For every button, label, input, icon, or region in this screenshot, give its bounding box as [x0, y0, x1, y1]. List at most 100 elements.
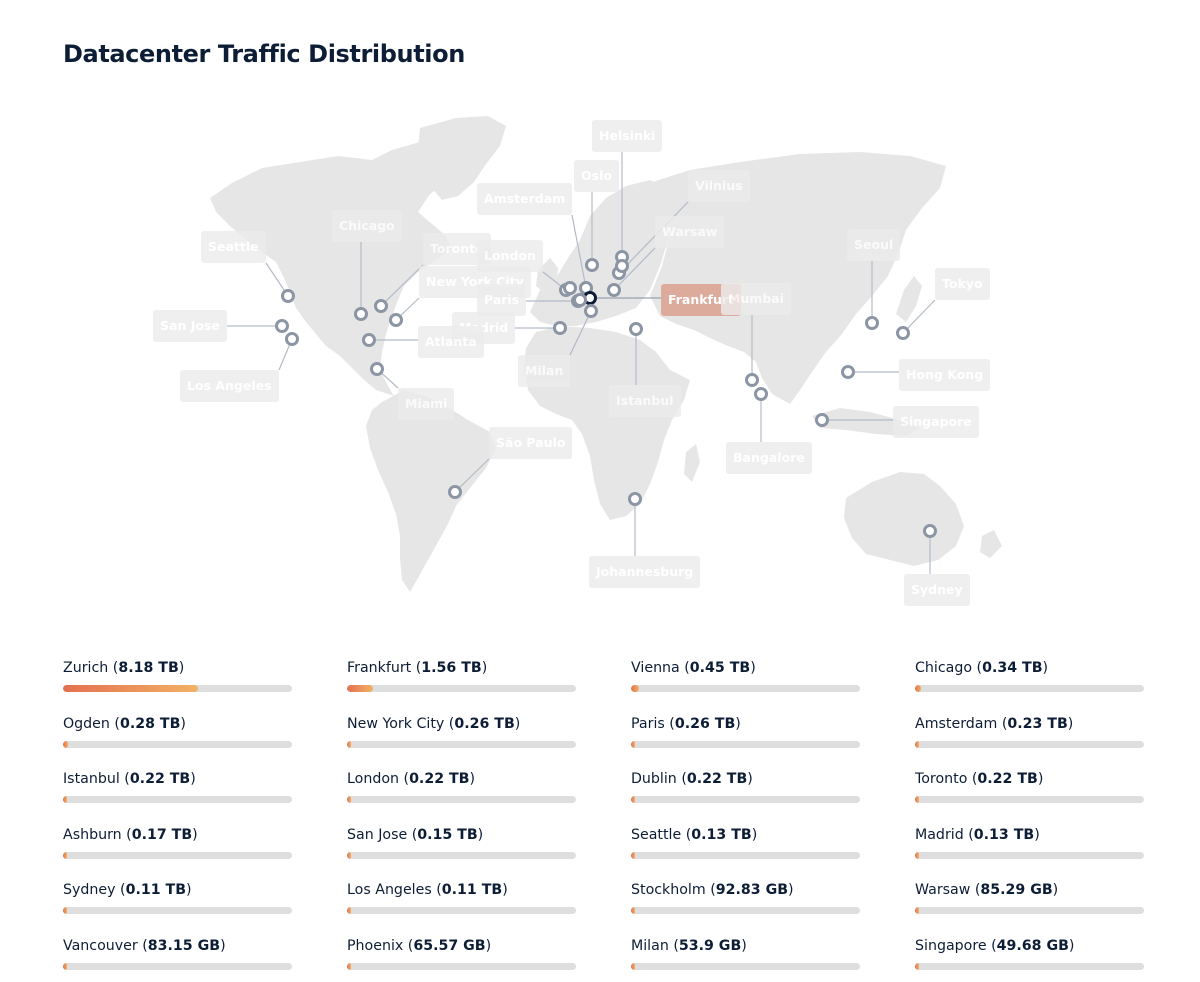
stat-name: Sydney	[63, 882, 116, 898]
marker-tokyo[interactable]	[896, 326, 910, 340]
stat-item-milan: Milan (53.9 GB)	[631, 936, 860, 976]
marker-unlabeled-1[interactable]	[563, 281, 577, 295]
marker-seattle[interactable]	[281, 289, 295, 303]
stat-item-ogden: Ogden (0.28 TB)	[63, 714, 292, 754]
map-label-mumbai[interactable]: Mumbai	[721, 283, 792, 315]
map-label-singapore[interactable]: Singapore	[893, 406, 979, 438]
world-map: Helsinki Oslo Vilnius Amsterdam Warsaw Chicag…	[0, 90, 1200, 620]
map-label-chicago[interactable]: Chicago	[332, 210, 402, 242]
map-label-helsinki[interactable]: Helsinki	[592, 120, 663, 152]
stat-bar-track	[631, 740, 860, 748]
map-label-london[interactable]: London	[477, 240, 543, 272]
stat-name: Paris	[631, 715, 665, 732]
map-label-los-angeles[interactable]: Los Angeles	[180, 370, 279, 402]
map-label-vilnius[interactable]: Vilnius	[688, 170, 750, 202]
marker-san-jose[interactable]	[275, 319, 289, 333]
stat-value: 0.22 TB	[977, 771, 1038, 787]
stat-value: 85.29 GB	[980, 882, 1053, 898]
marker-istanbul[interactable]	[629, 322, 643, 336]
map-label-johannesburg[interactable]: Johannesburg	[589, 556, 701, 588]
stat-name: Ashburn	[63, 826, 122, 843]
stat-bar-track	[347, 962, 576, 970]
marker-warsaw[interactable]	[607, 283, 621, 297]
map-label-sao-paulo[interactable]: São Paulo	[489, 427, 573, 459]
stat-bar-fill	[631, 851, 635, 859]
connector-amsterdam	[571, 214, 587, 289]
stat-bar-track	[915, 851, 1144, 859]
marker-atlanta[interactable]	[362, 333, 376, 347]
stat-bar-fill	[347, 685, 373, 692]
connector-warsaw	[613, 247, 656, 291]
marker-milan[interactable]	[584, 304, 598, 318]
map-label-atlanta[interactable]: Atlanta	[418, 326, 484, 358]
marker-new-york-city[interactable]	[389, 313, 403, 327]
marker-hong-kong[interactable]	[841, 365, 855, 379]
south-america-shape	[366, 390, 496, 592]
stat-bar-fill	[63, 962, 67, 970]
stat-bar-fill	[915, 962, 919, 970]
marker-mumbai[interactable]	[745, 373, 759, 387]
marker-madrid[interactable]	[553, 321, 567, 335]
north-america-shape	[210, 124, 494, 396]
map-label-san-jose[interactable]: San Jose	[153, 310, 227, 342]
marker-toronto[interactable]	[374, 299, 388, 313]
stat-label: Vancouver (83.15 GB)	[63, 937, 226, 954]
marker-johannesburg[interactable]	[628, 492, 642, 506]
map-label-sydney[interactable]: Sydney	[904, 574, 970, 606]
stat-name: Dublin	[631, 771, 677, 787]
stat-label: Zurich (8.18 TB)	[63, 660, 185, 676]
marker-unlabeled-2[interactable]	[615, 259, 629, 273]
marker-unlabeled-0[interactable]	[573, 293, 587, 307]
marker-sao-paulo[interactable]	[448, 485, 462, 499]
stat-bar-track	[915, 962, 1144, 970]
stat-label: Toronto (0.22 TB)	[915, 771, 1044, 787]
stat-name: Ogden	[63, 715, 110, 732]
map-label-miami[interactable]: Miami	[398, 388, 455, 420]
stat-value: 0.15 TB	[417, 826, 478, 843]
map-label-paris[interactable]: Paris	[477, 284, 527, 316]
stat-label: Ogden (0.28 TB)	[63, 715, 186, 732]
continents	[210, 116, 1002, 592]
stat-bar-track	[915, 685, 1144, 692]
stat-bar-fill	[63, 740, 68, 748]
stat-label: Vienna (0.45 TB)	[631, 660, 756, 676]
map-label-bangalore[interactable]: Bangalore	[726, 442, 812, 474]
stat-label: Stockholm (92.83 GB)	[631, 882, 794, 898]
stat-bar-fill	[347, 796, 351, 803]
map-label-istanbul[interactable]: Istanbul	[609, 385, 681, 417]
stat-label: Ashburn (0.17 TB)	[63, 826, 198, 843]
marker-chicago[interactable]	[354, 307, 368, 321]
map-label-seattle[interactable]: Seattle	[201, 231, 266, 263]
marker-seoul[interactable]	[865, 316, 879, 330]
marker-los-angeles[interactable]	[285, 332, 299, 346]
map-label-oslo[interactable]: Oslo	[574, 160, 619, 192]
marker-sydney[interactable]	[923, 524, 937, 538]
stat-label: Amsterdam (0.23 TB)	[915, 715, 1074, 732]
marker-singapore[interactable]	[815, 413, 829, 427]
stat-bar-track	[915, 907, 1144, 914]
marker-bangalore[interactable]	[754, 387, 768, 401]
map-label-seoul[interactable]: Seoul	[847, 229, 901, 261]
stat-bar-track	[63, 907, 292, 914]
map-label-milan[interactable]: Milan	[518, 355, 571, 387]
stat-bar-fill	[631, 907, 635, 914]
stat-value: 92.83 GB	[715, 882, 789, 898]
stat-label: Sydney (0.11 TB)	[63, 882, 192, 898]
map-label-tokyo[interactable]: Tokyo	[935, 268, 990, 300]
stat-bar-track	[631, 907, 860, 914]
map-label-warsaw[interactable]: Warsaw	[655, 216, 725, 248]
madagascar-shape	[684, 444, 700, 482]
stat-name: Toronto	[915, 771, 968, 787]
stat-bar-fill	[915, 685, 921, 692]
stat-item-amsterdam: Amsterdam (0.23 TB)	[915, 714, 1144, 754]
map-label-amsterdam[interactable]: Amsterdam	[477, 183, 573, 215]
stat-value: 0.22 TB	[129, 771, 191, 787]
stat-item-chicago: Chicago (0.34 TB)	[915, 658, 1144, 698]
stat-label: New York City (0.26 TB)	[347, 715, 521, 732]
marker-oslo[interactable]	[585, 258, 599, 272]
marker-miami[interactable]	[370, 362, 384, 376]
stat-label: San Jose (0.15 TB)	[347, 826, 484, 843]
stat-item-vancouver: Vancouver (83.15 GB)	[63, 936, 292, 976]
map-label-hong-kong[interactable]: Hong Kong	[899, 359, 991, 391]
stat-item-vienna: Vienna (0.45 TB)	[631, 658, 860, 698]
